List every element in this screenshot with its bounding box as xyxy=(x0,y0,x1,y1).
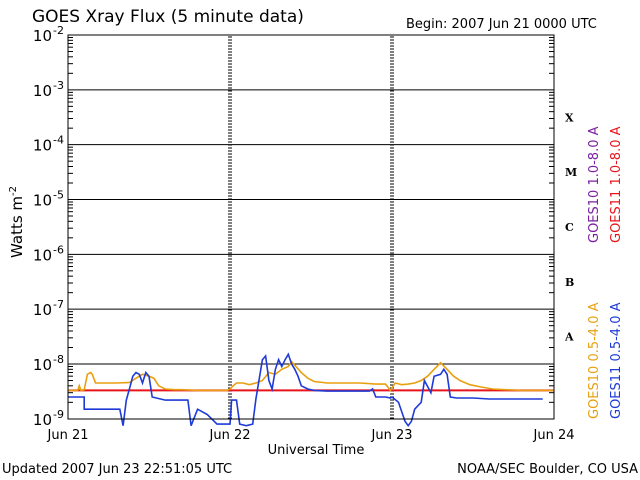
x-tick-label: Jun 24 xyxy=(533,428,575,443)
y-tick-exponent: -8 xyxy=(53,353,64,366)
series-line xyxy=(68,360,554,392)
flare-class-label: B xyxy=(565,276,574,289)
y-tick-label: 10 xyxy=(33,27,52,45)
y-tick-exponent: -9 xyxy=(53,408,64,421)
flare-class-label: X xyxy=(565,111,574,124)
y-tick-exponent: -3 xyxy=(53,79,64,92)
updated-label: Updated 2007 Jun 23 22:51:05 UTC xyxy=(2,462,232,477)
y-tick-exponent: -6 xyxy=(53,243,64,256)
y-tick-label: 10 xyxy=(33,192,52,210)
series-line xyxy=(68,352,543,428)
plot-frame xyxy=(67,34,555,420)
y-tick-label: 10 xyxy=(33,246,52,264)
y-tick-exponent: -2 xyxy=(53,24,64,37)
flare-class-label: M xyxy=(565,166,577,179)
y-tick-label: 10 xyxy=(33,301,52,319)
x-axis-label: Universal Time xyxy=(268,443,365,458)
credit-label: NOAA/SEC Boulder, CO USA xyxy=(457,462,638,477)
flare-class-label: A xyxy=(564,331,574,344)
legend-entry: GOES10 0.5-4.0 A xyxy=(587,302,602,419)
x-tick-label: Jun 21 xyxy=(47,428,89,443)
legend-entry: GOES10 1.0-8.0 A xyxy=(587,126,602,243)
flare-class-label: C xyxy=(565,221,574,234)
chart-title: GOES Xray Flux (5 minute data) xyxy=(32,7,304,27)
legend-entry: GOES11 0.5-4.0 A xyxy=(609,302,624,419)
y-tick-label: 10 xyxy=(33,137,52,155)
y-tick-exponent: -5 xyxy=(53,189,64,202)
y-tick-exponent: -7 xyxy=(53,298,64,311)
begin-label: Begin: 2007 Jun 21 0000 UTC xyxy=(406,17,597,32)
y-tick-label: 10 xyxy=(33,411,52,429)
x-tick-label: Jun 23 xyxy=(371,428,413,443)
x-tick-label: Jun 22 xyxy=(209,428,251,443)
series-layer xyxy=(68,352,554,428)
y-tick-label: 10 xyxy=(33,356,52,374)
y-axis-label: Watts m-2 xyxy=(8,186,26,258)
grid-layer xyxy=(68,36,554,419)
legend-entry: GOES11 1.0-8.0 A xyxy=(609,126,624,243)
legend-layer: X M C B A GOES10 1.0-8.0 A GOES11 1.0-8.0 A GOE… xyxy=(564,111,624,419)
y-tick-exponent: -4 xyxy=(53,134,64,147)
y-tick-label: 10 xyxy=(33,82,52,100)
